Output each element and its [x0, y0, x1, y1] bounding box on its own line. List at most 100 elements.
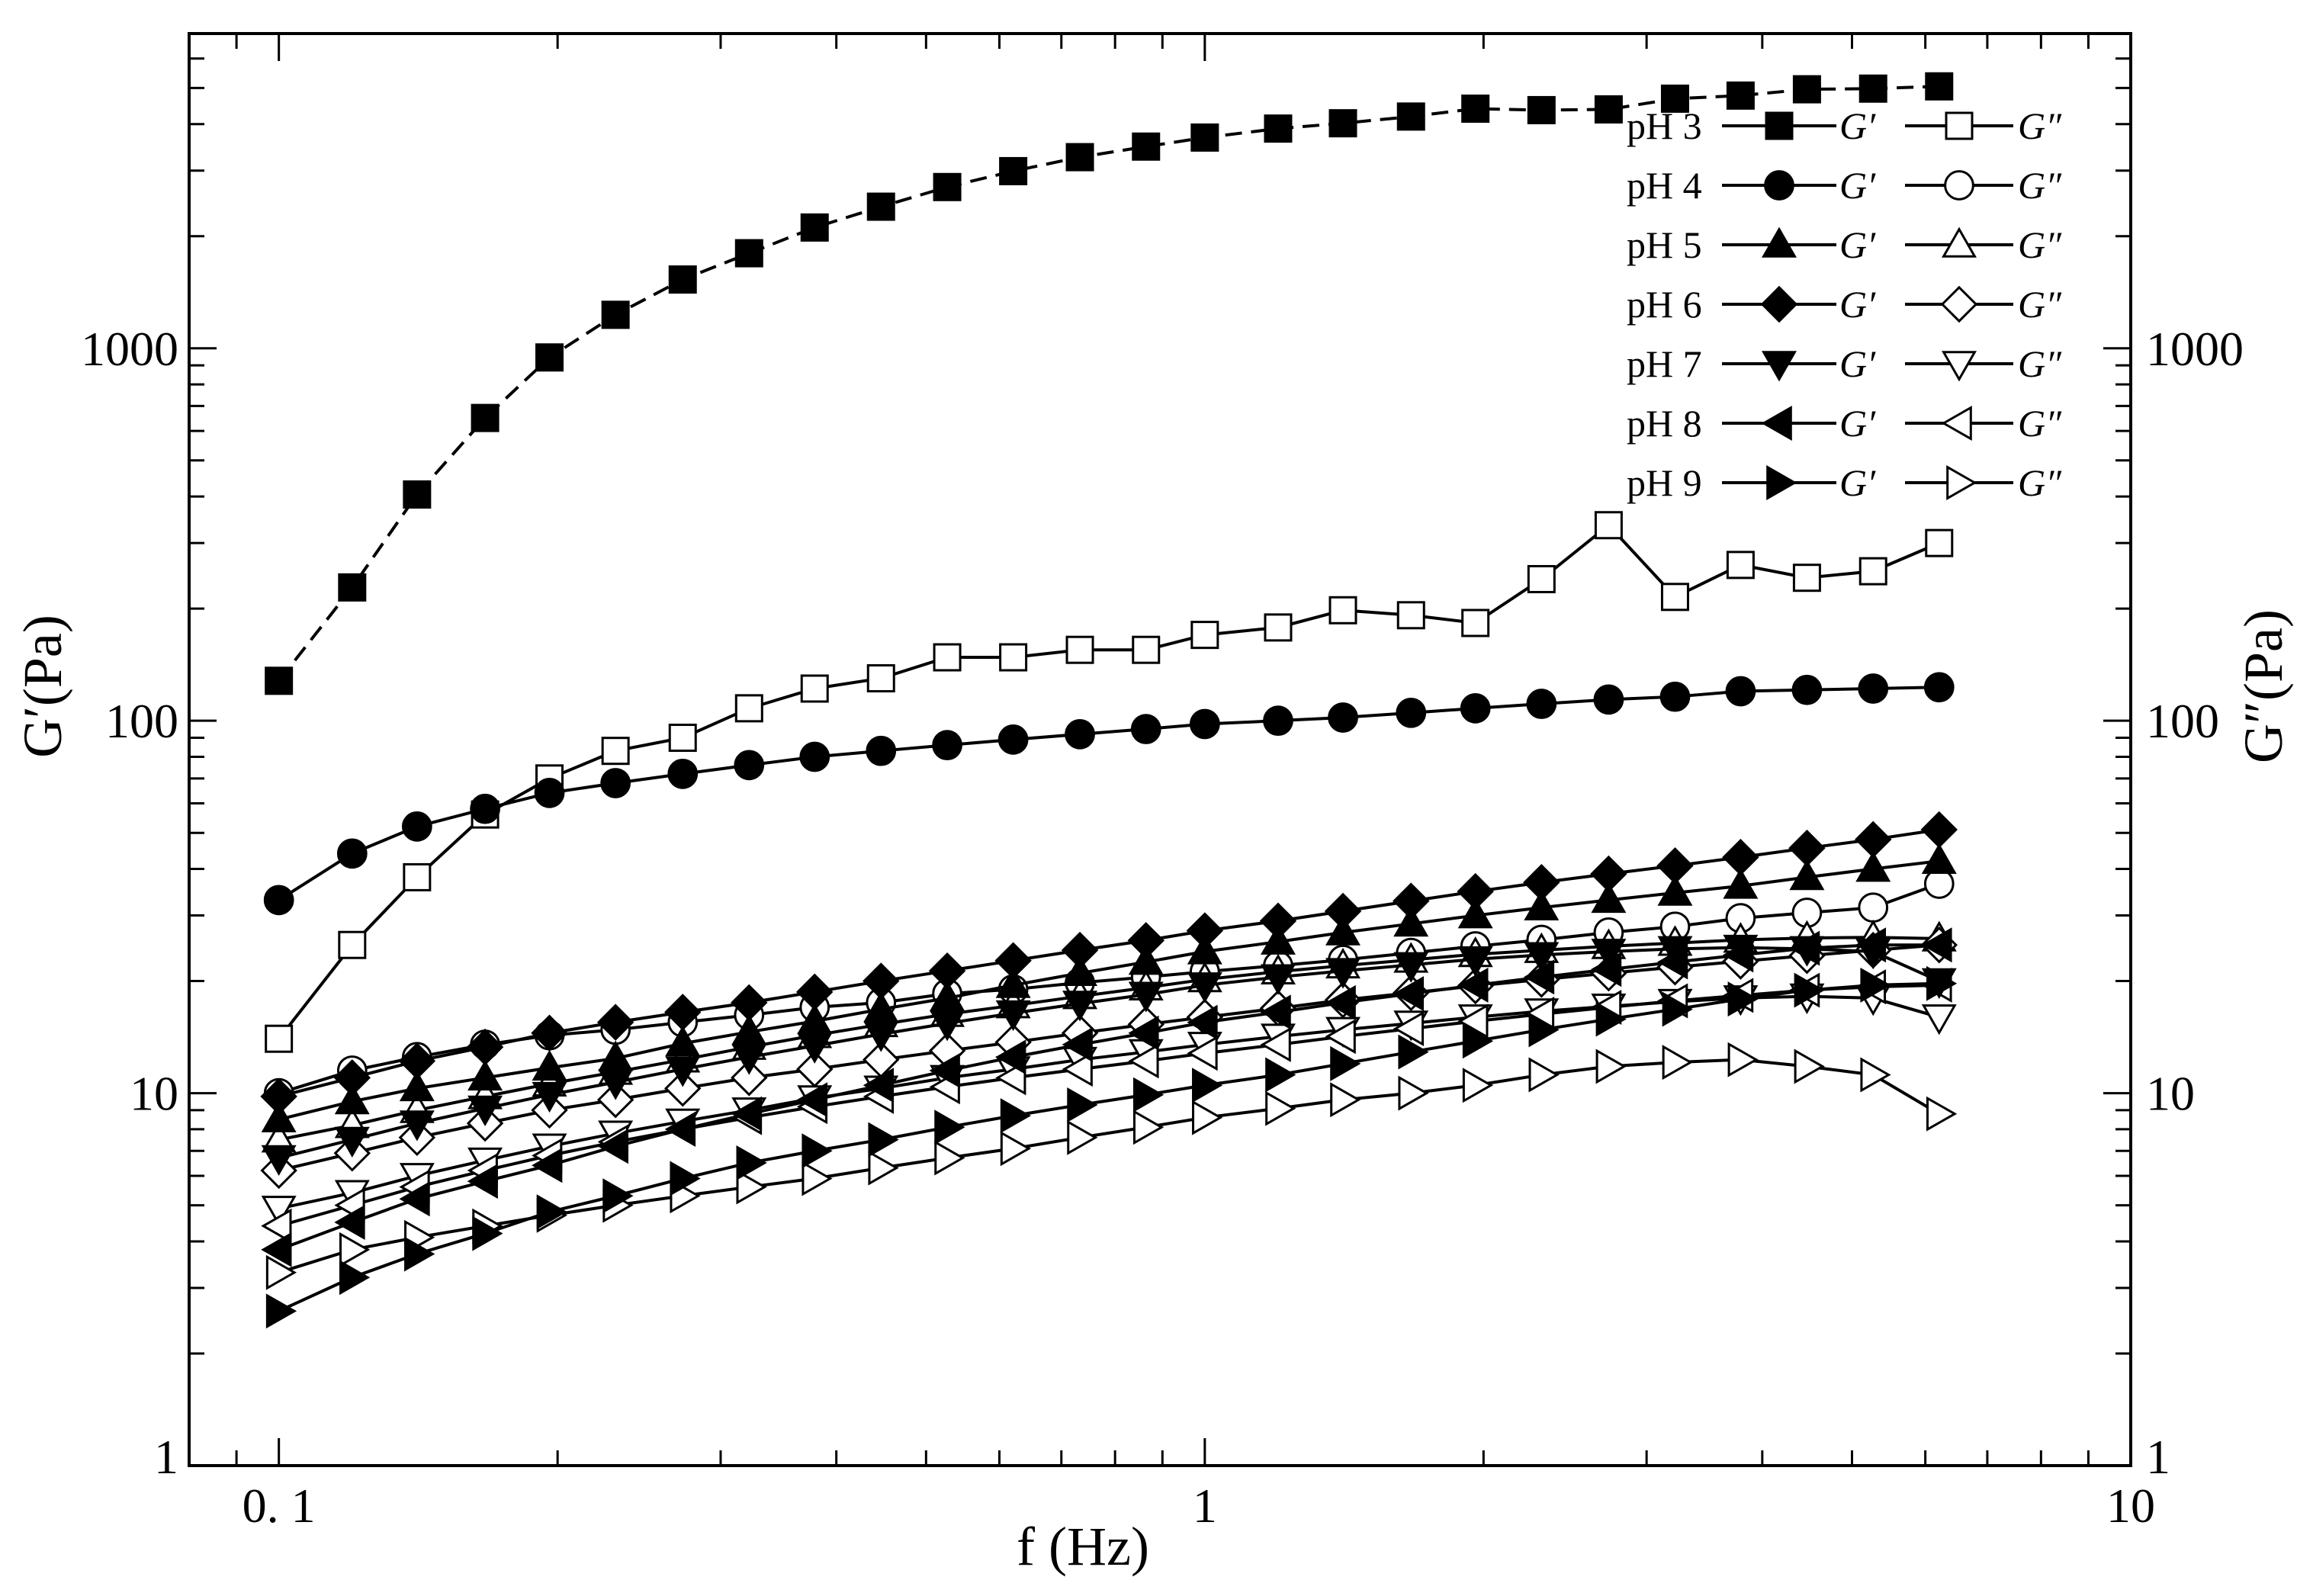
data-point	[336, 838, 368, 869]
data-point	[1791, 674, 1823, 705]
data-point	[1722, 937, 1754, 973]
legend-row: pH 8 G′ G″	[1627, 402, 2062, 445]
data-point	[1528, 1057, 1560, 1093]
data-point	[1264, 114, 1293, 143]
data-point	[731, 1059, 768, 1097]
data-point	[731, 984, 768, 1022]
data-point	[868, 1122, 899, 1158]
data-point	[403, 862, 432, 891]
data-point	[796, 973, 834, 1011]
data-point	[1132, 1077, 1165, 1113]
data-point	[802, 1161, 833, 1196]
axis-ticks	[188, 32, 2132, 1467]
data-point	[796, 1082, 828, 1118]
data-point	[1461, 609, 1490, 637]
series-ph-3-g-double-prime	[265, 511, 1954, 1053]
legend-row: pH 7 G′ G″	[1627, 342, 2062, 385]
x-tick-label: 1	[1193, 1479, 1217, 1533]
legend-marker-g-prime	[1761, 406, 1792, 441]
data-point	[534, 777, 565, 808]
data-point	[1855, 927, 1887, 963]
legend-g-double-prime-label: G″	[2018, 402, 2062, 445]
data-point	[802, 1133, 833, 1169]
data-point	[1527, 564, 1556, 593]
data-point	[1460, 692, 1491, 724]
data-point	[1594, 511, 1623, 540]
data-point	[1330, 1082, 1361, 1118]
data-point	[1657, 944, 1688, 980]
data-point	[668, 265, 697, 294]
data-point	[1192, 1100, 1223, 1135]
data-point	[1398, 1034, 1429, 1070]
data-point	[532, 1049, 567, 1081]
x-axis-title: f (Hz)	[1017, 1516, 1149, 1577]
data-point	[934, 1109, 965, 1145]
data-point	[1528, 1012, 1560, 1048]
data-point	[1923, 672, 1955, 703]
data-point	[399, 1110, 435, 1142]
data-point	[800, 213, 829, 242]
data-point	[261, 1101, 297, 1132]
data-point	[1457, 872, 1494, 910]
legend-ph-label: pH 5	[1627, 223, 1702, 266]
data-point	[1128, 1043, 1159, 1079]
data-point	[1722, 838, 1759, 876]
legend-g-prime-label: G′	[1839, 223, 1876, 266]
data-point	[999, 643, 1028, 672]
data-point	[1921, 927, 1952, 963]
data-point	[1794, 1048, 1825, 1084]
data-point	[1192, 1068, 1223, 1103]
data-point	[1921, 1004, 1957, 1036]
data-point	[467, 1164, 498, 1199]
series-ph-9-g-double-prime	[265, 1042, 1958, 1290]
y-tick-label-right: 10	[2146, 1067, 2195, 1121]
data-point	[1926, 1096, 1958, 1132]
data-point	[1065, 635, 1094, 664]
legend-marker-g-prime	[1765, 111, 1794, 140]
y-tick-label-left: 100	[105, 694, 178, 748]
data-point	[1723, 868, 1759, 899]
legend-row: pH 3 G′ G″	[1627, 104, 2062, 147]
data-point	[1396, 102, 1425, 131]
y-axis-title-left: G′(Pa)	[12, 615, 73, 758]
data-point	[1524, 889, 1560, 921]
series-ph-3-g-prime	[265, 72, 1954, 695]
data-point	[1462, 1023, 1494, 1059]
data-point	[665, 1025, 701, 1057]
data-point	[536, 1194, 567, 1230]
data-point	[800, 674, 829, 703]
data-point	[1926, 965, 1958, 1001]
legend-marker-g-prime	[1762, 226, 1797, 258]
data-point	[863, 962, 900, 1000]
data-point	[736, 1169, 767, 1205]
data-point	[1523, 863, 1560, 901]
data-point	[863, 1068, 895, 1103]
data-point	[1260, 964, 1296, 995]
series-ph-6-g-prime	[260, 811, 1958, 1116]
data-point	[1662, 991, 1693, 1027]
data-point	[596, 1004, 634, 1041]
data-point	[797, 1032, 833, 1064]
data-point	[1662, 1045, 1693, 1081]
data-point	[1594, 95, 1623, 124]
data-point	[1860, 967, 1891, 1003]
legend-g-prime-label: G′	[1839, 104, 1876, 147]
legend-ph-label: pH 6	[1627, 283, 1702, 326]
data-point	[1061, 931, 1099, 969]
series-line	[278, 1058, 1940, 1274]
y-axis-title-right: G″(Pa)	[2233, 609, 2294, 763]
data-point	[1593, 684, 1624, 715]
data-point	[598, 1069, 634, 1100]
data-point	[731, 1096, 763, 1132]
data-point	[1925, 528, 1954, 557]
data-point	[1065, 143, 1094, 172]
legend-ph-label: pH 8	[1627, 402, 1702, 445]
data-point	[1065, 718, 1095, 750]
data-point	[1457, 967, 1489, 1003]
series-line	[278, 859, 1940, 1122]
data-point	[1393, 976, 1425, 1012]
data-point	[1794, 972, 1825, 1008]
data-point	[929, 1052, 960, 1088]
data-point	[1792, 564, 1821, 592]
data-point	[1591, 939, 1627, 970]
